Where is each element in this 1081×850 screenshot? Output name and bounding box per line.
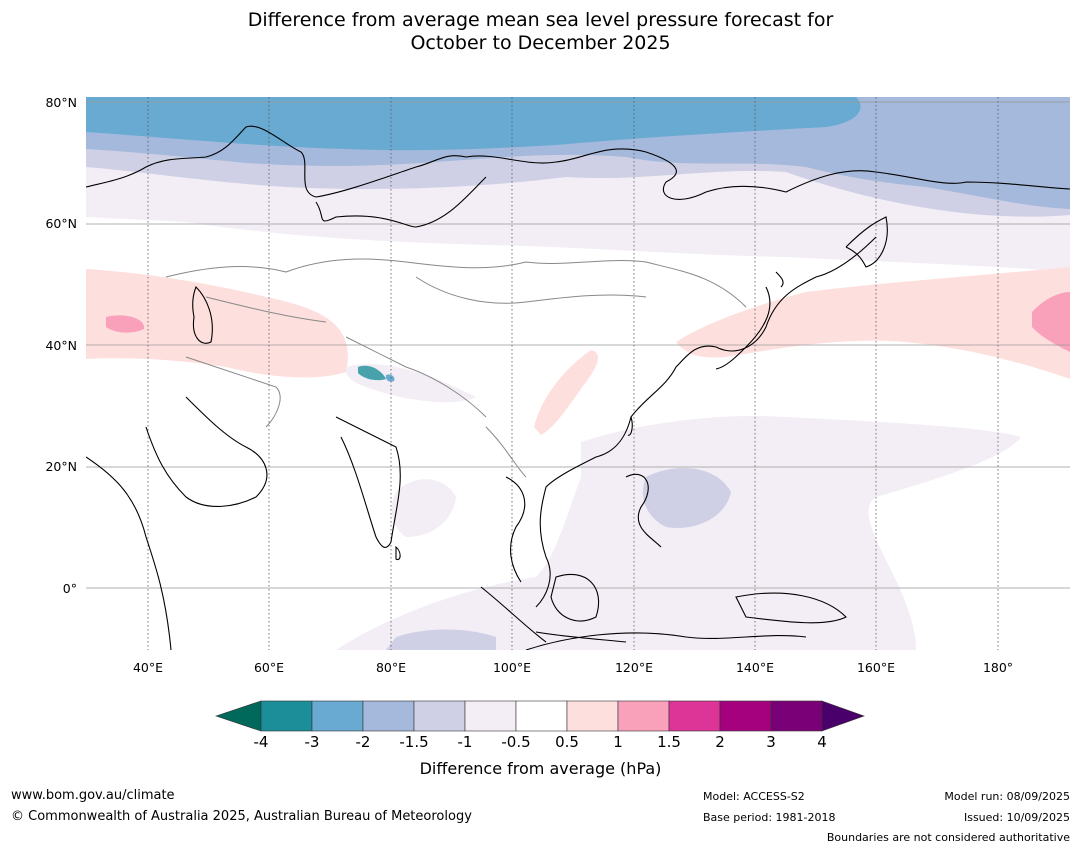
australia-north xyxy=(525,632,807,650)
anomaly-band-tropics xyxy=(336,416,1021,650)
border-kazakh xyxy=(205,296,327,323)
anomaly-tibet-teal xyxy=(358,365,386,381)
footer-model: Model: ACCESS-S2 xyxy=(703,790,805,803)
country-borders xyxy=(165,258,747,478)
lat-label-40n: 40°N xyxy=(45,338,77,353)
footer-issued: Issued: 10/09/2025 xyxy=(963,811,1070,824)
lat-label-20n: 20°N xyxy=(45,459,77,474)
colorbar-cell-6 xyxy=(515,700,568,732)
lon-label-60e: 60°E xyxy=(253,660,285,675)
taiwan xyxy=(627,416,633,436)
gridlines xyxy=(86,101,1070,589)
caspian xyxy=(192,286,213,344)
java xyxy=(535,631,627,643)
arctic-coast xyxy=(86,125,1070,200)
colorbar-tick-label: 1 xyxy=(613,733,623,751)
colorbar-extend-below xyxy=(215,700,262,732)
lon-label-140e: 140°E xyxy=(735,660,774,675)
colorbar-tick-label: 0.5 xyxy=(555,733,579,751)
anomaly-pink-north-pacific xyxy=(676,267,1070,379)
colorbar-cell-10 xyxy=(719,700,772,732)
lat-label-0: 0° xyxy=(62,581,77,596)
anomaly-pink-east-pacific xyxy=(1032,292,1070,352)
anomaly-pink-china xyxy=(534,350,598,435)
lon-label-160e: 160°E xyxy=(856,660,895,675)
asia-east-coast xyxy=(535,236,877,608)
anomaly-lavender-south xyxy=(386,629,496,650)
colorbar-tick-label: 1.5 xyxy=(657,733,681,751)
colorbar-cell-9 xyxy=(668,700,721,732)
colorbar-cell-11 xyxy=(770,700,823,732)
anomaly-band-india-ocean xyxy=(391,479,456,537)
arabia xyxy=(145,396,268,508)
lon-label-120e: 120°E xyxy=(614,660,653,675)
anomaly-pink-caspian xyxy=(106,315,145,333)
coastlines xyxy=(86,125,1070,650)
border-china-west xyxy=(345,336,487,418)
anomaly-band-blue xyxy=(86,97,861,151)
colorbar-cell-8 xyxy=(617,700,670,732)
colorbar-cell-5 xyxy=(464,700,517,732)
indochina xyxy=(505,476,526,583)
colorbar-tick-label: 2 xyxy=(715,733,725,751)
colorbar-tick-label: -3 xyxy=(304,733,320,751)
anomaly-pink-central-asia xyxy=(86,269,348,378)
colorbar-tick-label: -2 xyxy=(355,733,371,751)
philippines xyxy=(625,473,662,548)
sumatra xyxy=(480,586,547,643)
border-mongolia xyxy=(415,276,647,304)
colorbar-title: Difference from average (hPa) xyxy=(419,759,662,778)
siberia-coast xyxy=(315,176,487,228)
border-iran xyxy=(185,356,281,428)
colorbar xyxy=(215,700,865,732)
title-line-2: October to December 2025 xyxy=(410,32,671,54)
footer-model-run: Model run: 08/09/2025 xyxy=(944,790,1070,803)
lon-label-180: 180° xyxy=(982,660,1014,675)
colorbar-tick-label: -1.5 xyxy=(399,733,429,751)
kamchatka xyxy=(845,216,888,268)
borneo xyxy=(550,573,600,622)
lat-label-80n: 80°N xyxy=(45,95,77,110)
colorbar-tick-label: 3 xyxy=(766,733,776,751)
lon-label-100e: 100°E xyxy=(492,660,531,675)
border-sea xyxy=(485,426,527,478)
colorbar-tick-label: 4 xyxy=(817,733,827,751)
footer-base-period: Base period: 1981-2018 xyxy=(703,811,836,824)
map-title: Difference from average mean sea level p… xyxy=(0,9,1081,55)
border-russia-south xyxy=(165,258,747,308)
colorbar-cell-2 xyxy=(311,700,364,732)
colorbar-tick-label: -0.5 xyxy=(501,733,531,751)
title-line-1: Difference from average mean sea level p… xyxy=(247,9,834,31)
colorbar-tick-label: -4 xyxy=(253,733,269,751)
india xyxy=(335,416,401,548)
map-svg xyxy=(86,97,1070,650)
lon-label-80e: 80°E xyxy=(375,660,407,675)
lon-label-40e: 40°E xyxy=(132,660,164,675)
colorbar-extend-above xyxy=(821,700,865,732)
footer-copyright: © Commonwealth of Australia 2025, Austra… xyxy=(11,809,472,824)
colorbar-cell-3 xyxy=(362,700,415,732)
anomaly-lavender-philippines xyxy=(642,468,731,528)
colorbar-cell-7 xyxy=(566,700,619,732)
colorbar-tick-label: -1 xyxy=(457,733,473,751)
meridians xyxy=(147,97,999,650)
japan xyxy=(715,271,784,370)
sri-lanka xyxy=(395,545,401,561)
lat-label-60n: 60°N xyxy=(45,216,77,231)
forecast-map xyxy=(86,97,1070,650)
colorbar-cell-1 xyxy=(260,700,313,732)
africa-east xyxy=(86,456,172,650)
footer-disclaimer: Boundaries are not considered authoritat… xyxy=(826,831,1070,844)
footer-website: www.bom.gov.au/climate xyxy=(11,788,175,803)
anomaly-tibet-blue xyxy=(385,374,395,382)
new-guinea xyxy=(735,592,847,624)
colorbar-cell-4 xyxy=(413,700,466,732)
